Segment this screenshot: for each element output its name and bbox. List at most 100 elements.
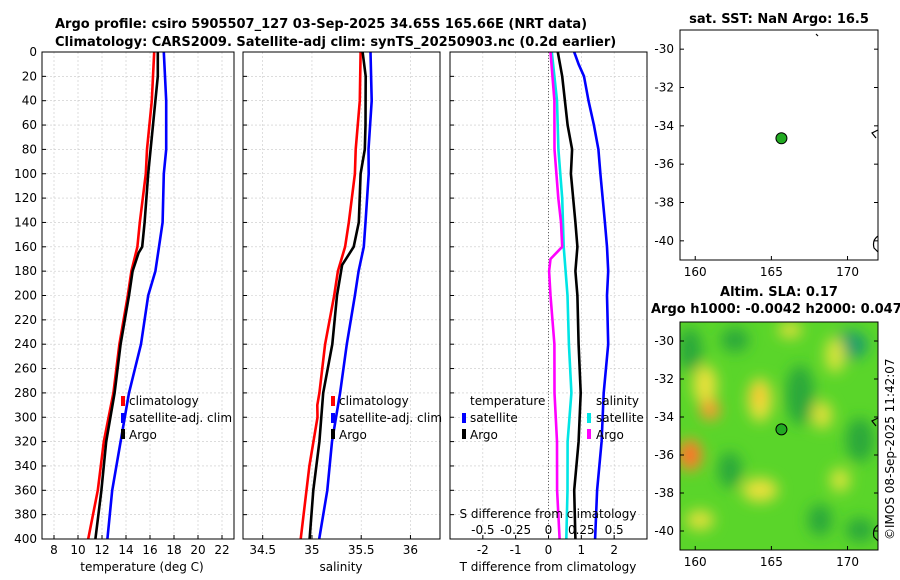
x-tick-label: 18 xyxy=(166,543,181,557)
legend-argo-label: Argo xyxy=(339,428,367,442)
salinity-xlabel: salinity xyxy=(319,560,362,574)
depth-tick-label: 160 xyxy=(14,240,37,254)
series-line-s-argo xyxy=(547,51,564,540)
legend-sat-label: satellite-adj. clim xyxy=(339,411,442,425)
depth-tick-label: 100 xyxy=(14,167,37,181)
series-line-satellite-adj-clim xyxy=(317,51,374,540)
depth-tick-label: 240 xyxy=(14,337,37,351)
legend-s-sat-label: satellite xyxy=(596,411,644,425)
map-y-tick-label: -34 xyxy=(654,119,674,133)
legend-argo-swatch xyxy=(331,429,335,439)
sst-map-title: sat. SST: NaN Argo: 16.5 xyxy=(689,12,869,27)
depth-tick-label: 120 xyxy=(14,191,37,205)
map-y-tick-label: -32 xyxy=(654,81,674,95)
difference-panel: -2 -1 0 1 2-0.5 -0.25 0 0.25 0.5 xyxy=(449,51,648,557)
temperature-panel: 8 10 12 14 16 18 20 22 xyxy=(41,51,235,557)
x-tick-label: 2 xyxy=(610,543,618,557)
series-line-t-argo xyxy=(556,51,583,540)
depth-tick-label: 140 xyxy=(14,215,37,229)
x-tick-label: 35.5 xyxy=(348,543,375,557)
depth-tick-label: 220 xyxy=(14,313,37,327)
salinity-legend: climatology satellite-adj. clim Argo xyxy=(331,394,442,442)
map-y-tick-label: -30 xyxy=(654,42,674,56)
legend-temperature-title: temperature xyxy=(470,394,545,408)
depth-tick-label: 200 xyxy=(14,289,37,303)
depth-tick-label: 80 xyxy=(22,142,37,156)
x-tick-label: 1 xyxy=(578,543,586,557)
legend-sat-label: satellite-adj. clim xyxy=(129,411,232,425)
temperature-legend: climatology satellite-adj. clim Argo xyxy=(121,394,232,442)
panel-frame xyxy=(242,51,441,540)
sst-map-frame xyxy=(679,29,879,261)
x-tick-label: 36 xyxy=(403,543,418,557)
t-difference-xlabel: T difference from climatology xyxy=(459,560,637,574)
sst-map: -30 -32 -34 -36 -38 -40 160 165 170 xyxy=(654,29,879,279)
panel-frame xyxy=(449,51,648,540)
x-tick-label: 14 xyxy=(118,543,133,557)
legend-s-sat-swatch xyxy=(587,413,591,423)
legend-clim-label: climatology xyxy=(129,394,199,408)
legend-t-sat-swatch xyxy=(462,413,466,423)
depth-tick-label: 260 xyxy=(14,362,37,376)
sla-map-frame xyxy=(679,321,879,551)
x-tick-label: 12 xyxy=(94,543,109,557)
sst-coastline xyxy=(815,33,879,253)
map-x-tick-label: 165 xyxy=(760,555,783,569)
sla-map: -30 -32 -34 -36 -38 -40 160 165 170 xyxy=(654,321,879,569)
depth-tick-label: 320 xyxy=(14,435,37,449)
map-y-tick-label: -36 xyxy=(654,448,674,462)
top-tick-label: -0.25 xyxy=(500,523,531,537)
series-line-argo xyxy=(308,51,368,540)
x-tick-label: 22 xyxy=(214,543,229,557)
depth-tick-label: 40 xyxy=(22,94,37,108)
legend-sat-swatch xyxy=(121,413,125,423)
s-difference-xlabel: S difference from climatology xyxy=(460,507,637,521)
depth-tick-label: 280 xyxy=(14,386,37,400)
legend-s-argo-label: Argo xyxy=(596,428,624,442)
x-tick-label: 0 xyxy=(545,543,553,557)
depth-tick-label: 360 xyxy=(14,483,37,497)
map-y-tick-label: -38 xyxy=(654,486,674,500)
sst-argo-marker xyxy=(775,132,788,145)
panel-frame xyxy=(41,51,235,540)
legend-clim-swatch xyxy=(331,396,335,406)
x-tick-label: 34.5 xyxy=(249,543,276,557)
legend-clim-label: climatology xyxy=(339,394,409,408)
legend-salinity-title: salinity xyxy=(596,394,639,408)
map-y-tick-label: -32 xyxy=(654,372,674,386)
depth-tick-label: 380 xyxy=(14,508,37,522)
series-line-s-satellite xyxy=(550,51,573,540)
timestamp: ©IMOS 08-Sep-2025 11:42:07 xyxy=(883,358,897,540)
depth-tick-label: 300 xyxy=(14,410,37,424)
x-tick-label: -2 xyxy=(477,543,489,557)
legend-s-argo-swatch xyxy=(587,429,591,439)
depth-tick-label: 180 xyxy=(14,264,37,278)
map-x-tick-label: 165 xyxy=(760,265,783,279)
sla-map-title-1: Altim. SLA: 0.17 xyxy=(720,285,838,300)
series-line-climatology xyxy=(299,51,362,540)
depth-tick-label: 60 xyxy=(22,118,37,132)
x-tick-label: -1 xyxy=(510,543,522,557)
map-x-tick-label: 170 xyxy=(836,555,859,569)
map-y-tick-label: -34 xyxy=(654,410,674,424)
map-x-tick-label: 160 xyxy=(684,555,707,569)
x-tick-label: 8 xyxy=(50,543,58,557)
legend-sat-swatch xyxy=(331,413,335,423)
map-x-tick-label: 170 xyxy=(836,265,859,279)
map-y-tick-label: -38 xyxy=(654,196,674,210)
difference-legend: temperature satellite Argo salinity sate… xyxy=(462,394,644,442)
salinity-panel: 34.5 35 35.5 36 xyxy=(242,51,441,557)
sla-field xyxy=(680,322,878,550)
x-tick-label: 16 xyxy=(142,543,157,557)
x-tick-label: 10 xyxy=(70,543,85,557)
depth-tick-label: 340 xyxy=(14,459,37,473)
legend-clim-swatch xyxy=(121,396,125,406)
map-y-tick-label: -40 xyxy=(654,234,674,248)
sla-coastline xyxy=(871,417,879,542)
legend-argo-swatch xyxy=(121,429,125,439)
top-tick-label: 0.25 xyxy=(568,523,595,537)
series-line-t-satellite xyxy=(572,51,610,540)
legend-t-argo-label: Argo xyxy=(470,428,498,442)
map-y-tick-label: -30 xyxy=(654,334,674,348)
